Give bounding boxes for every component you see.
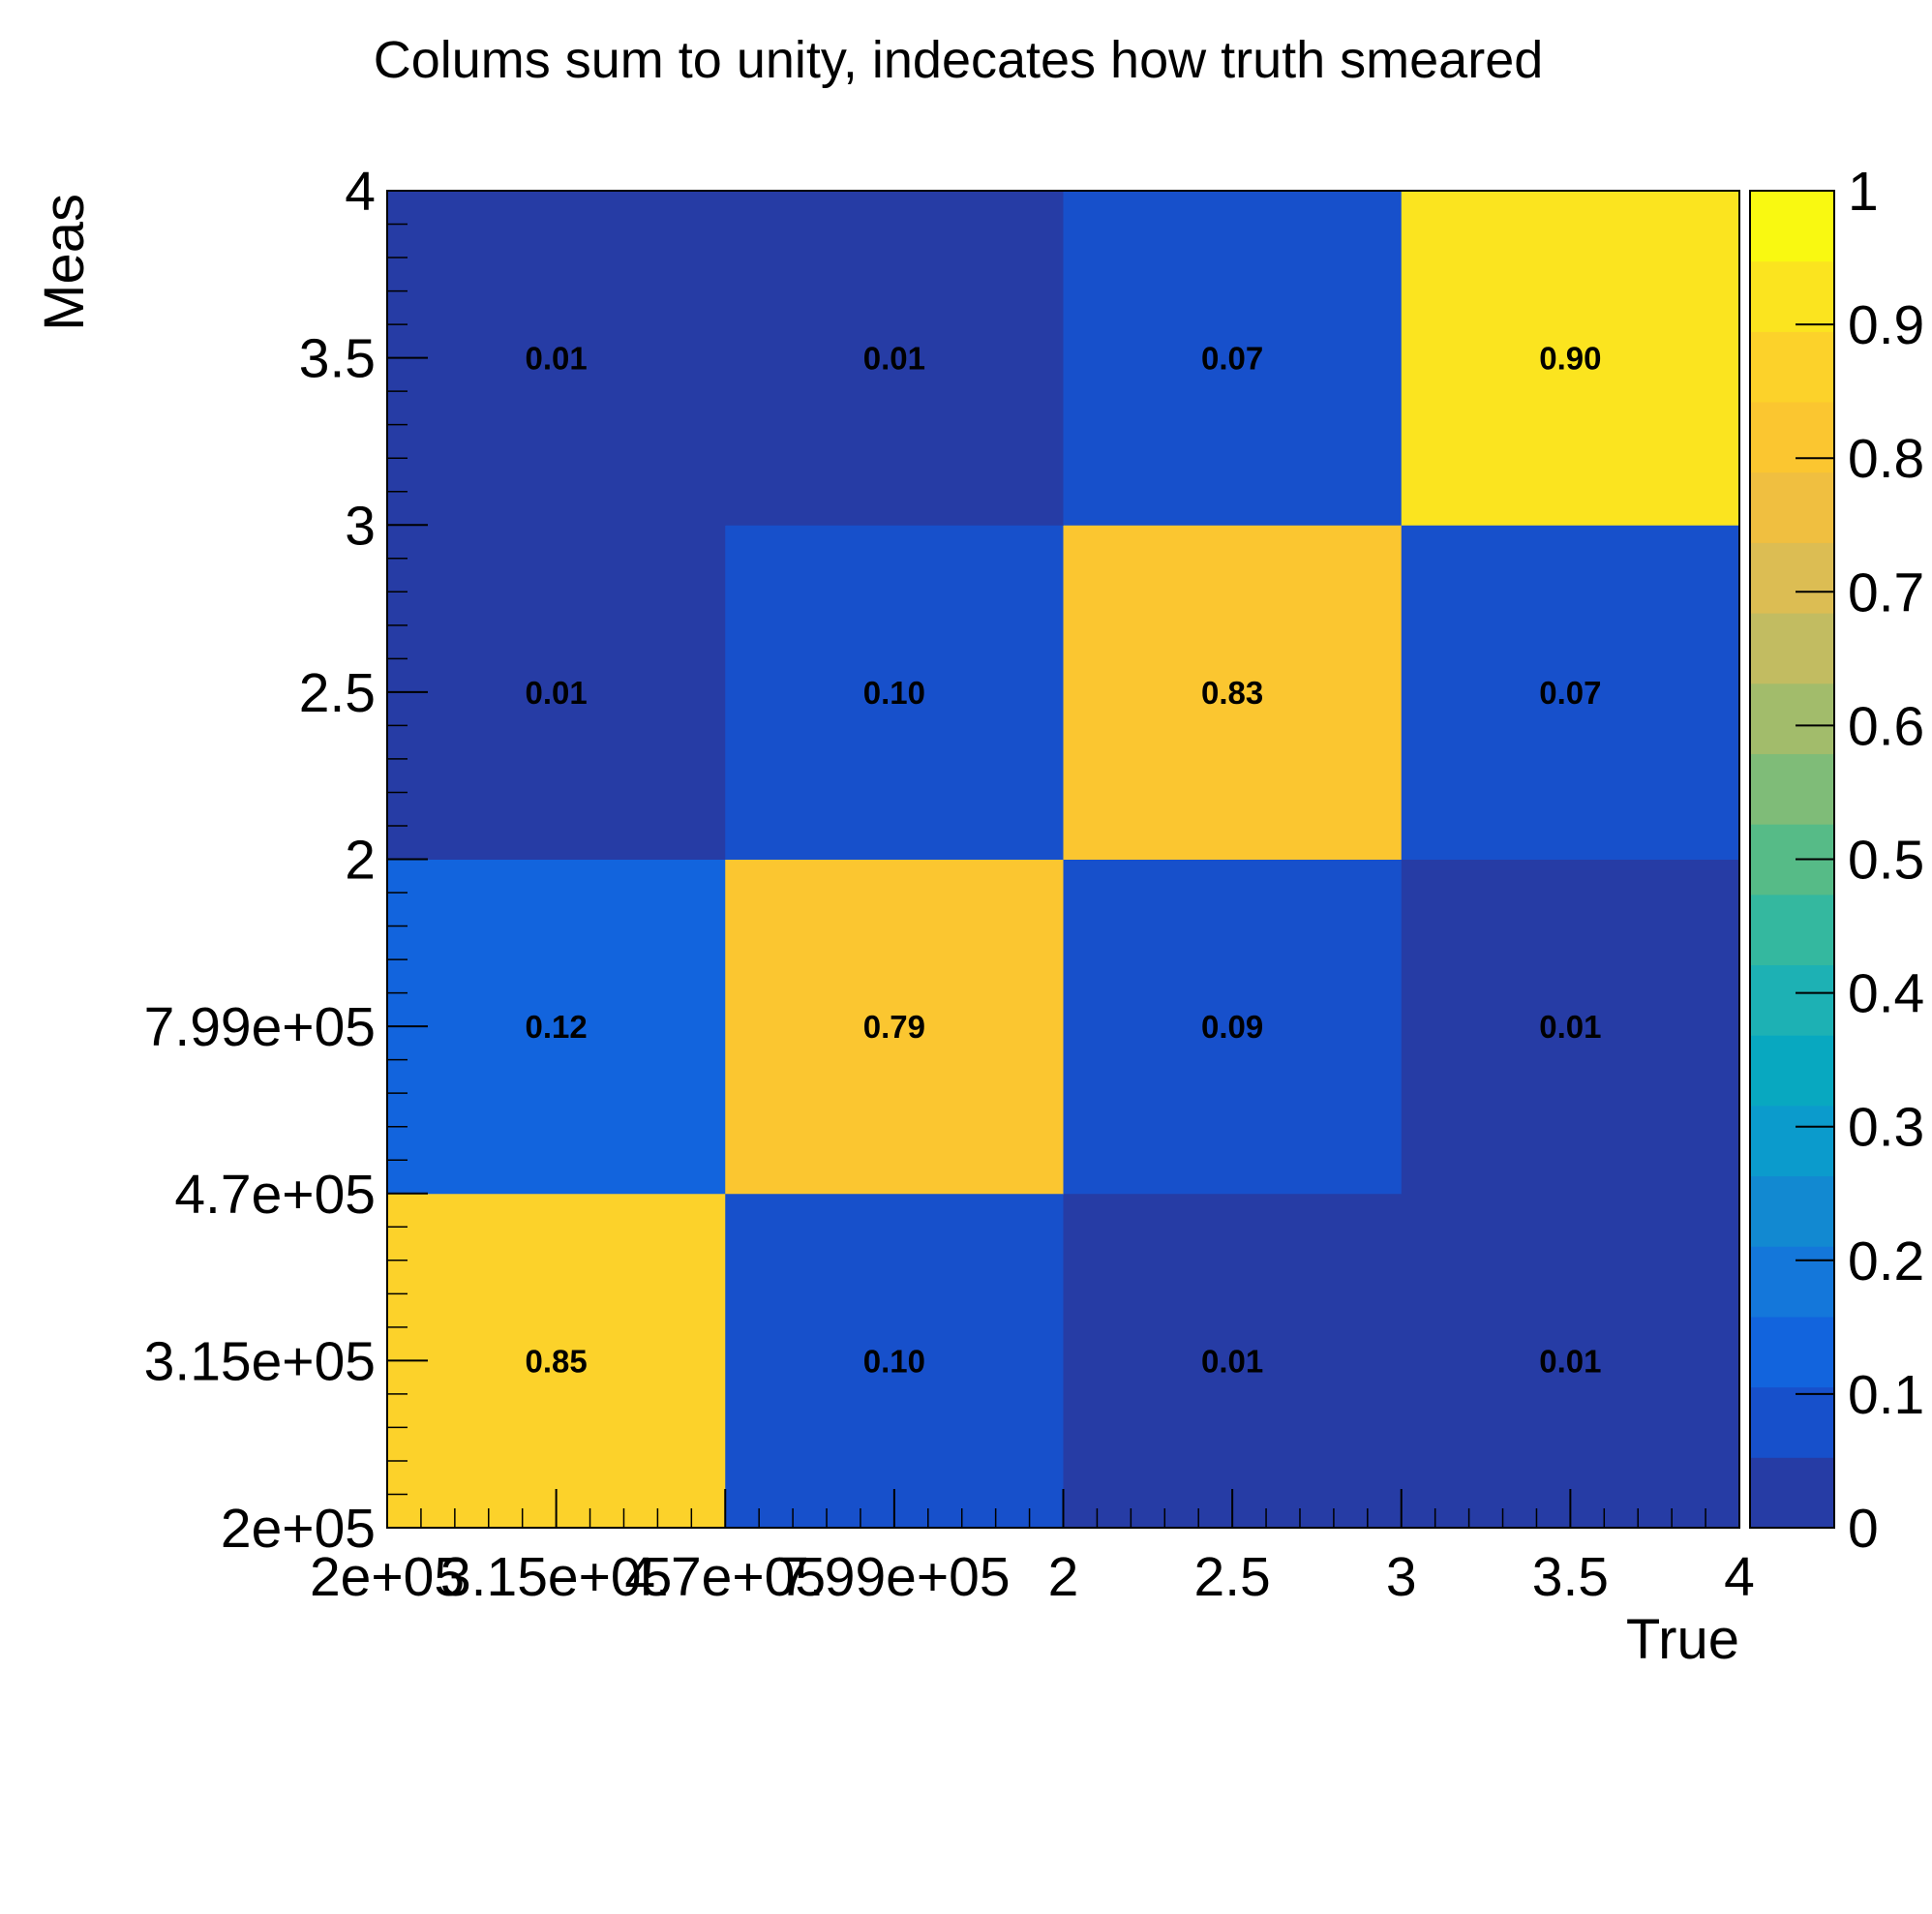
cell-value-labels: 0.85 0.10 0.01 0.01 0.12 0.79 0.09 0.01 0.01 0.10… bbox=[526, 341, 1602, 1380]
colorbar-tick-label: 0.2 bbox=[1848, 1230, 1924, 1292]
colorbar-tick-label: 0.5 bbox=[1848, 830, 1924, 892]
heatmap-cell bbox=[725, 1193, 1064, 1529]
colorbar-swatch bbox=[1750, 964, 1834, 1036]
cell-value-label: 0.10 bbox=[863, 1343, 925, 1379]
colorbar-tick-label: 0.4 bbox=[1848, 963, 1924, 1025]
heatmap-cell bbox=[387, 525, 726, 860]
heatmap-cell bbox=[725, 525, 1064, 860]
cell-value-label: 0.07 bbox=[1539, 675, 1601, 711]
colorbar-tick-label: 0.1 bbox=[1848, 1364, 1924, 1426]
y-tick-label: 3.5 bbox=[299, 328, 376, 390]
x-tick-label: 2.5 bbox=[1194, 1546, 1271, 1608]
cell-value-label: 0.10 bbox=[863, 675, 925, 711]
colorbar: 0 0.1 0.2 0.3 0.4 0.5 0.6 0.7 0.8 0.9 1 bbox=[1749, 161, 1924, 1560]
cell-value-label: 0.01 bbox=[1539, 1009, 1601, 1045]
y-tick-label: 7.99e+05 bbox=[144, 996, 376, 1058]
heatmap-cell bbox=[1401, 1193, 1740, 1529]
y-tick-label: 2.5 bbox=[299, 662, 376, 724]
heatmap-cell bbox=[725, 191, 1064, 526]
cell-value-label: 0.83 bbox=[1201, 675, 1263, 711]
colorbar-swatch bbox=[1750, 1386, 1834, 1458]
y-tick-label: 2 bbox=[345, 830, 376, 892]
cell-value-label: 0.01 bbox=[526, 341, 588, 377]
cell-value-label: 0.01 bbox=[526, 675, 588, 711]
y-tick-label: 4 bbox=[345, 161, 376, 223]
cell-value-label: 0.85 bbox=[526, 1343, 588, 1379]
colorbar-swatch bbox=[1750, 402, 1834, 473]
cell-value-label: 0.01 bbox=[863, 341, 925, 377]
cell-value-label: 0.12 bbox=[526, 1009, 588, 1045]
y-tick-label: 4.7e+05 bbox=[174, 1164, 376, 1226]
heatmap-cells bbox=[387, 191, 1740, 1529]
heatmap-cell bbox=[1063, 859, 1403, 1195]
cell-value-label: 0.01 bbox=[1201, 1343, 1263, 1379]
colorbar-swatch bbox=[1750, 894, 1834, 966]
heatmap-cell bbox=[1401, 191, 1740, 526]
colorbar-swatch bbox=[1750, 1035, 1834, 1107]
colorbar-swatch bbox=[1750, 1175, 1834, 1247]
y-tick-label: 2e+05 bbox=[221, 1498, 376, 1560]
colorbar-swatch bbox=[1750, 331, 1834, 403]
colorbar-swatch bbox=[1750, 471, 1834, 543]
cell-value-label: 0.90 bbox=[1539, 341, 1601, 377]
colorbar-tick-label: 0.7 bbox=[1848, 562, 1924, 623]
colorbar-swatch bbox=[1750, 1105, 1834, 1177]
heatmap-cell bbox=[387, 191, 726, 526]
colorbar-swatch bbox=[1750, 753, 1834, 825]
cell-value-label: 0.09 bbox=[1201, 1009, 1263, 1045]
x-tick-label: 2 bbox=[1048, 1546, 1079, 1608]
colorbar-tick-label: 1 bbox=[1848, 161, 1879, 223]
x-tick-label: 2e+05 bbox=[310, 1546, 465, 1608]
x-axis-label: True bbox=[1626, 1608, 1739, 1671]
heatmap-cell bbox=[1401, 525, 1740, 860]
y-axis-label: Meas bbox=[33, 194, 96, 331]
colorbar-swatch bbox=[1750, 613, 1834, 684]
colorbar-swatch bbox=[1750, 1457, 1834, 1529]
heatmap-cell bbox=[1063, 1193, 1403, 1529]
colorbar-tick-label: 0.3 bbox=[1848, 1097, 1924, 1159]
axes: 2e+053.15e+054.7e+057.99e+05 2 2.5 3 3.5 42e+… bbox=[144, 161, 1755, 1608]
cell-value-label: 0.01 bbox=[1539, 1343, 1601, 1379]
colorbar-tick-label: 0.6 bbox=[1848, 695, 1924, 757]
heatmap-cell bbox=[1401, 859, 1740, 1195]
x-tick-label: 4 bbox=[1724, 1546, 1755, 1608]
colorbar-swatch bbox=[1750, 260, 1834, 332]
colorbar-tick-label: 0 bbox=[1848, 1498, 1879, 1560]
x-tick-label: 3 bbox=[1386, 1546, 1417, 1608]
colorbar-swatch bbox=[1750, 683, 1834, 754]
y-tick-label: 3.15e+05 bbox=[144, 1330, 376, 1392]
chart-title: Colums sum to unity, indecates how truth… bbox=[374, 31, 1544, 89]
heatmap-cell bbox=[725, 859, 1064, 1195]
colorbar-swatch bbox=[1750, 191, 1834, 262]
x-tick-label: 4.7e+05 bbox=[624, 1546, 826, 1608]
colorbar-swatch bbox=[1750, 1246, 1834, 1318]
x-tick-label: 7.99e+05 bbox=[778, 1546, 1010, 1608]
heatmap-cell bbox=[387, 1193, 726, 1529]
heatmap-cell bbox=[387, 859, 726, 1195]
colorbar-swatch bbox=[1750, 542, 1834, 614]
colorbar-tick-label: 0.8 bbox=[1848, 428, 1924, 490]
cell-value-label: 0.79 bbox=[863, 1009, 925, 1045]
heatmap-cell bbox=[1063, 191, 1403, 526]
colorbar-swatch bbox=[1750, 1316, 1834, 1388]
colorbar-tick-label: 0.9 bbox=[1848, 294, 1924, 356]
x-tick-label: 3.15e+05 bbox=[440, 1546, 672, 1608]
y-tick-label: 3 bbox=[345, 495, 376, 557]
x-tick-label: 3.5 bbox=[1532, 1546, 1609, 1608]
cell-value-label: 0.07 bbox=[1201, 341, 1263, 377]
heatmap-cell bbox=[1063, 525, 1403, 860]
